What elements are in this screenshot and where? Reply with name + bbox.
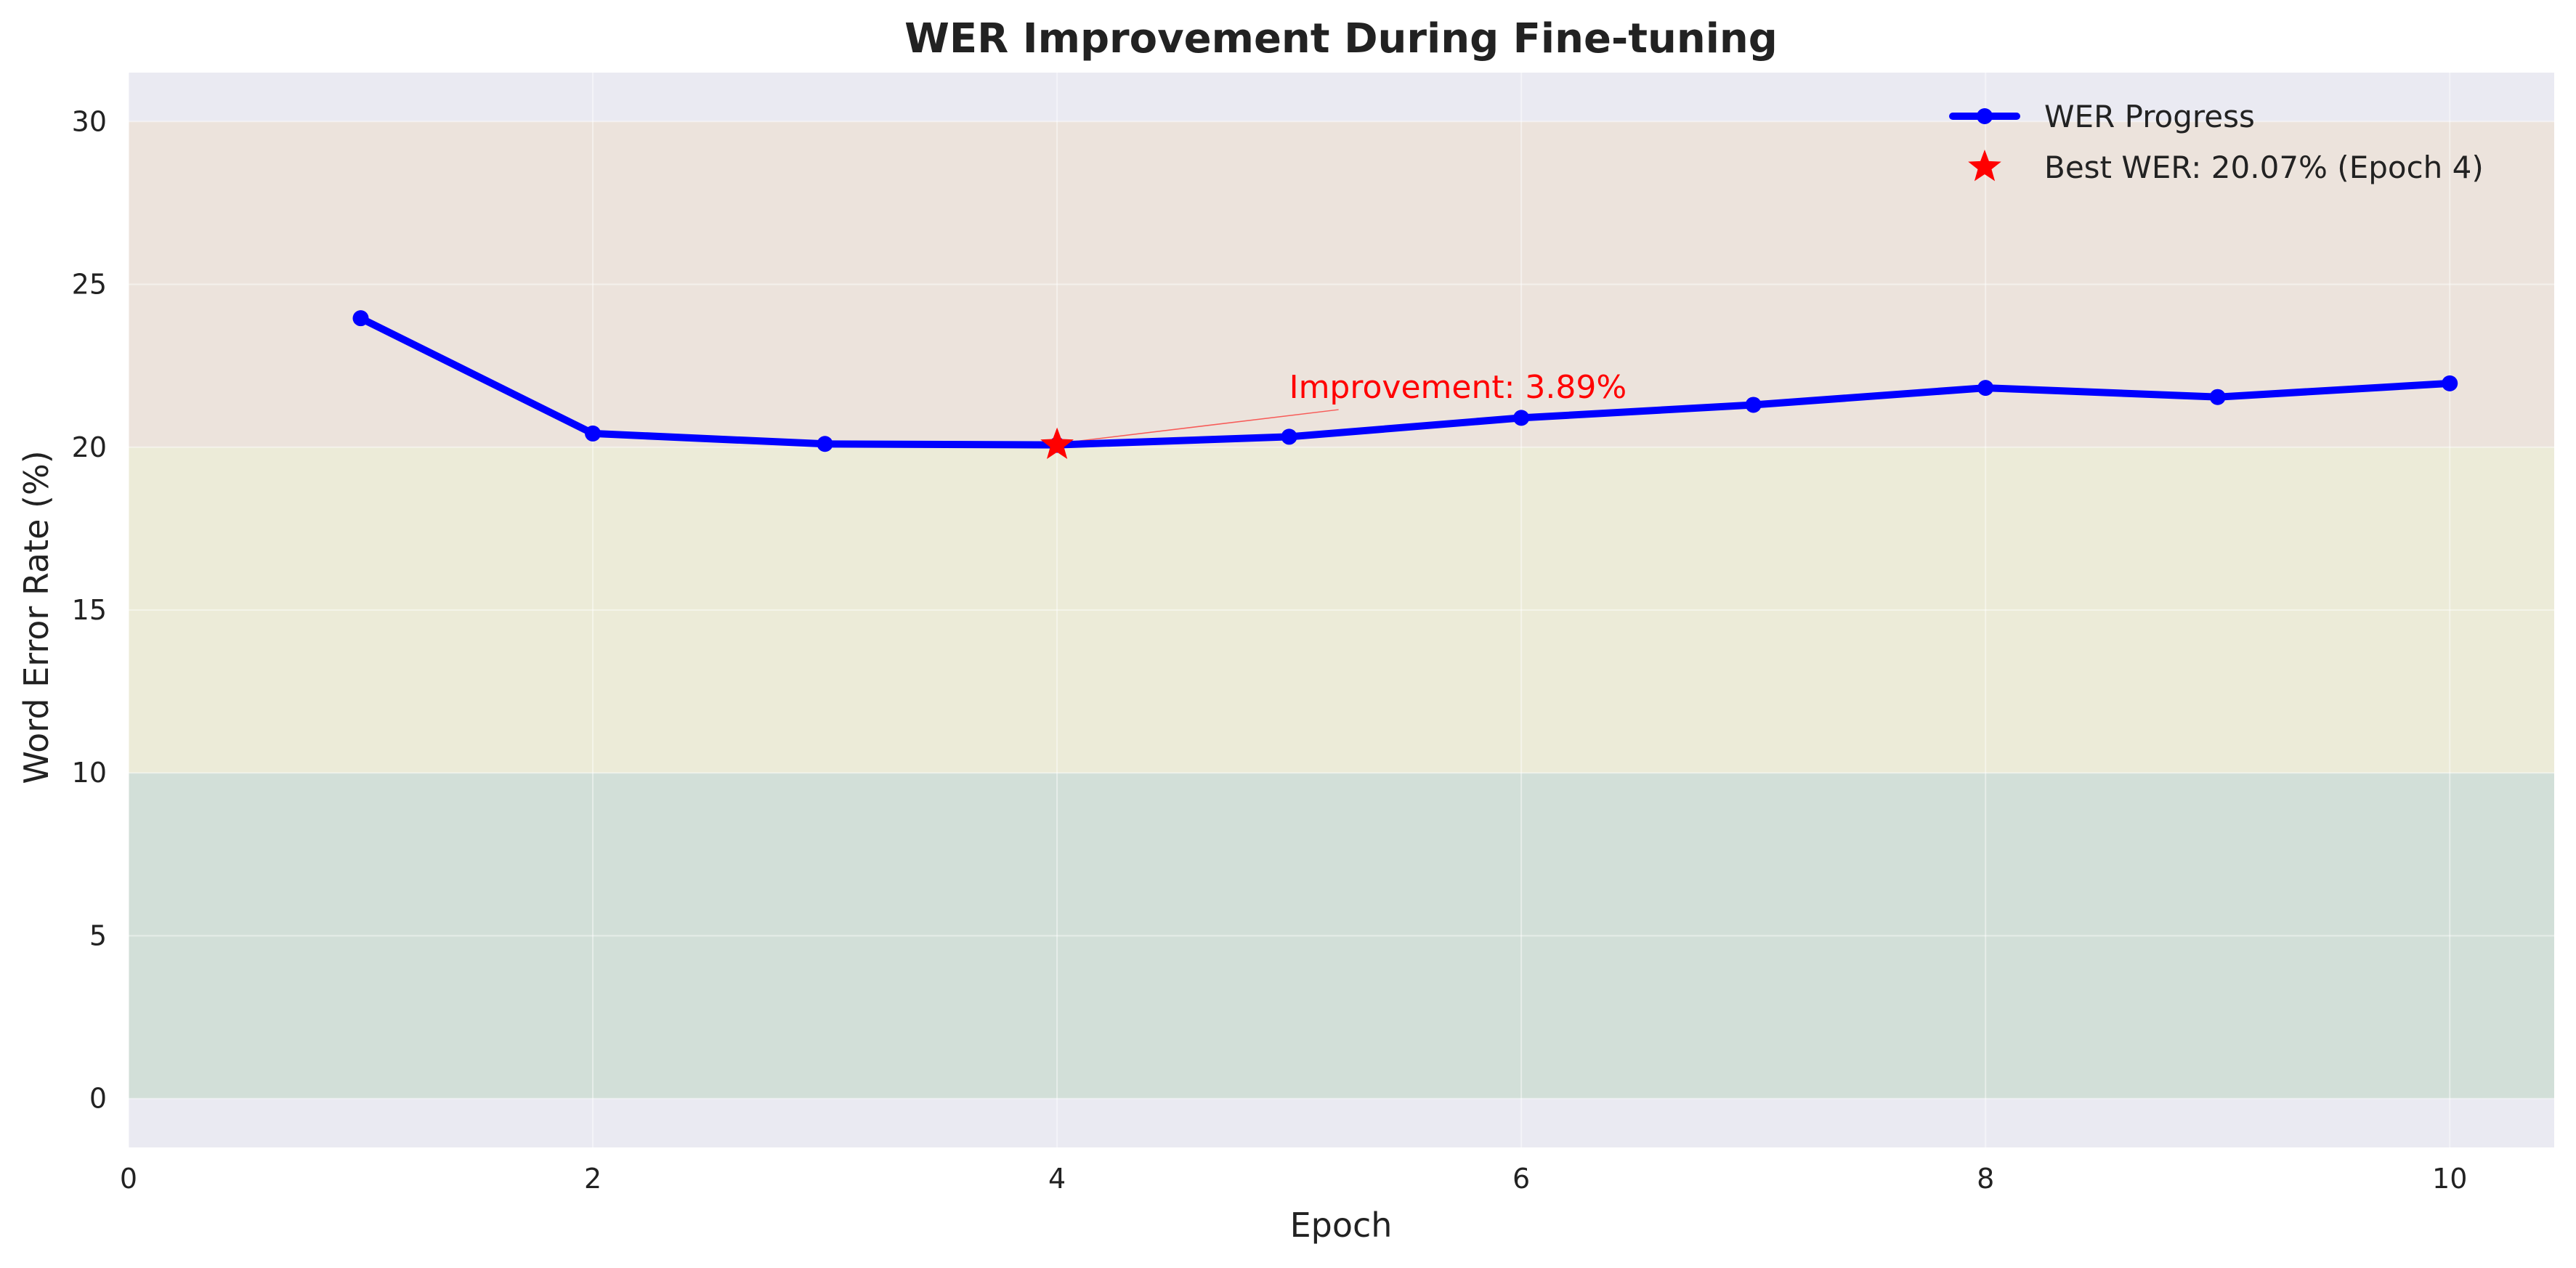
y-tick-label: 30 (72, 105, 107, 137)
wer-band-1 (129, 447, 2554, 773)
y-tick-label: 20 (72, 431, 107, 463)
legend-marker-swatch (1977, 108, 1993, 124)
y-tick-label: 25 (72, 269, 107, 301)
series-line (357, 314, 2454, 449)
improvement-annotation: Improvement: 3.89% (1064, 369, 1627, 444)
y-tick-label: 10 (72, 757, 107, 789)
best-wer-layer (1040, 427, 1074, 459)
series-layer (352, 310, 2458, 453)
legend: WER Progress Best WER: 20.07% (Epoch 4) (1949, 99, 2484, 185)
data-point (585, 425, 602, 442)
annotation-text: Improvement: 3.89% (1289, 369, 1627, 406)
data-point (2442, 375, 2458, 391)
data-point (1977, 380, 1994, 397)
legend-label-wer-progress: WER Progress (2044, 99, 2255, 134)
x-tick-label: 0 (120, 1163, 137, 1195)
y-axis-ticks: 0 5 10 15 20 25 30 (72, 105, 107, 1114)
data-point (1281, 428, 1297, 445)
x-tick-label: 10 (2432, 1163, 2467, 1195)
x-axis-label: Epoch (1290, 1206, 1393, 1245)
wer-bands (129, 121, 2554, 1099)
x-tick-label: 4 (1048, 1163, 1066, 1195)
y-axis-label: Word Error Rate (%) (17, 450, 56, 784)
best-wer-star (1040, 427, 1074, 459)
y-tick-label: 15 (72, 594, 107, 626)
x-axis-ticks: 0 2 4 6 8 10 (120, 1163, 2467, 1195)
annotation-connector (1064, 409, 1339, 444)
grid-lines (128, 73, 2554, 1147)
data-point (817, 436, 833, 452)
chart-title: WER Improvement During Fine-tuning (904, 15, 1778, 62)
y-tick-label: 0 (89, 1083, 107, 1115)
y-tick-label: 5 (89, 919, 107, 951)
x-tick-label: 2 (584, 1163, 602, 1195)
legend-label-best-wer: Best WER: 20.07% (Epoch 4) (2044, 150, 2484, 185)
x-tick-label: 8 (1977, 1163, 1994, 1195)
data-point (2209, 389, 2226, 405)
wer-band-0 (129, 773, 2554, 1099)
data-point (1745, 397, 1762, 413)
data-point (352, 310, 369, 327)
data-point (1513, 410, 1530, 426)
legend-star-swatch (1968, 150, 2001, 182)
x-tick-label: 6 (1512, 1163, 1530, 1195)
